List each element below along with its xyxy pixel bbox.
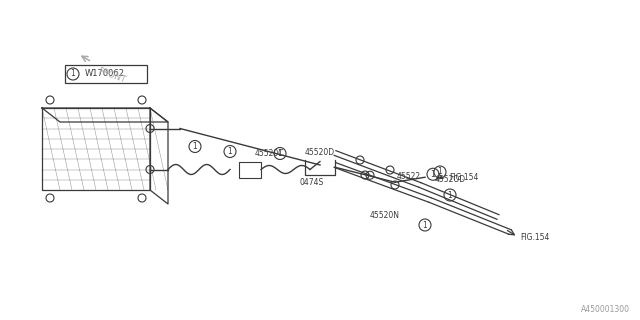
Text: 0474S: 0474S <box>300 178 324 187</box>
Text: 1: 1 <box>438 167 442 177</box>
Text: 45520D: 45520D <box>305 148 335 157</box>
Text: FIG.154: FIG.154 <box>520 233 549 242</box>
Text: W170062: W170062 <box>85 69 125 78</box>
Text: 1: 1 <box>228 147 232 156</box>
Text: 45520C: 45520C <box>255 148 285 157</box>
Text: 1: 1 <box>278 149 282 158</box>
Text: 45522: 45522 <box>397 172 421 181</box>
Bar <box>239 162 261 178</box>
Text: 1: 1 <box>422 220 428 229</box>
Text: 4552OD: 4552OD <box>435 175 466 184</box>
Text: 1: 1 <box>70 69 76 78</box>
Text: 1: 1 <box>193 142 197 151</box>
Text: 45520N: 45520N <box>370 211 400 220</box>
Text: A450001300: A450001300 <box>581 305 630 314</box>
Text: 1: 1 <box>431 170 435 179</box>
Bar <box>65 65 147 83</box>
Text: 1: 1 <box>447 190 452 199</box>
Text: FIG.154: FIG.154 <box>449 173 478 182</box>
Text: FRONT: FRONT <box>96 66 126 84</box>
